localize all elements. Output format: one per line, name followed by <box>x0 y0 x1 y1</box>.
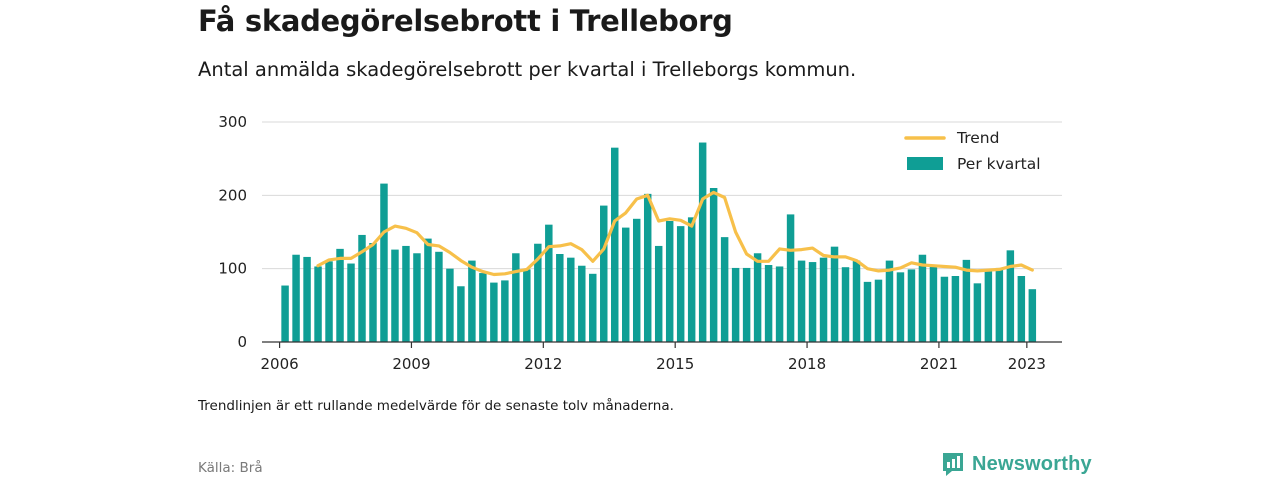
bar <box>896 272 905 342</box>
x-tick-label: 2023 <box>1008 355 1046 373</box>
bar <box>523 269 531 342</box>
bar <box>325 261 333 342</box>
trend-line-group <box>316 190 1034 277</box>
bar <box>885 260 894 342</box>
bar <box>665 221 674 342</box>
bar <box>611 147 619 342</box>
x-tick-label: 2018 <box>788 355 826 373</box>
bar <box>786 214 795 342</box>
x-tick-label: 2012 <box>524 355 562 373</box>
x-tick-label: 2021 <box>920 355 958 373</box>
bar <box>424 238 432 342</box>
bar <box>490 282 498 342</box>
bar <box>797 260 806 342</box>
bar <box>292 254 300 342</box>
x-axis-ticks: 2006 2009 2012 2015 2018 2021 2023 <box>260 342 1046 373</box>
bar <box>380 183 388 342</box>
bar <box>358 234 366 342</box>
bar <box>764 265 773 342</box>
legend: Trend Per kvartal <box>904 129 1041 173</box>
chart-subtitle: Antal anmälda skadegörelsebrott per kvar… <box>198 58 857 81</box>
chart-title: Få skadegörelsebrott i Trelleborg <box>198 4 733 38</box>
bar <box>962 259 971 342</box>
bar <box>929 266 938 342</box>
bar <box>314 266 322 342</box>
bar <box>413 253 421 342</box>
bar <box>589 273 597 342</box>
bar <box>874 279 883 342</box>
bar <box>391 249 399 342</box>
bar <box>534 243 542 342</box>
bar <box>753 253 762 342</box>
bar <box>951 276 960 342</box>
bar <box>303 256 311 342</box>
trend-line <box>316 190 1034 277</box>
legend-bar-swatch <box>907 157 943 170</box>
bar <box>622 227 630 342</box>
bar <box>1017 276 1026 342</box>
bar <box>731 267 740 342</box>
legend-trend-label: Trend <box>956 129 999 147</box>
bar <box>808 262 817 342</box>
bar <box>907 269 916 342</box>
bar <box>819 257 828 342</box>
x-tick-label: 2006 <box>260 355 298 373</box>
bar <box>369 243 377 342</box>
bar <box>632 218 641 342</box>
bar <box>940 276 949 342</box>
y-axis-ticks: 0 100 200 300 <box>218 113 247 351</box>
brand-name: Newsworthy <box>972 452 1092 475</box>
bar <box>556 254 564 342</box>
bar <box>336 248 344 342</box>
footnote: Trendlinjen är ett rullande medelvärde f… <box>198 398 674 414</box>
y-tick-label: 0 <box>237 333 247 351</box>
y-tick-label: 100 <box>218 260 247 278</box>
bar <box>698 142 707 342</box>
bar <box>479 273 487 342</box>
bar <box>402 245 410 342</box>
bar <box>742 267 751 342</box>
bar <box>687 217 696 342</box>
bar <box>545 224 553 342</box>
bar <box>984 270 993 342</box>
bar <box>457 286 465 342</box>
source-label: Källa: Brå <box>198 460 263 476</box>
bar <box>512 253 520 342</box>
bar <box>446 268 454 342</box>
bar <box>600 205 608 342</box>
bar <box>501 280 509 342</box>
brand-logo: Newsworthy <box>940 450 1092 478</box>
bars <box>281 142 1037 342</box>
bar <box>830 246 839 342</box>
bar <box>435 251 443 342</box>
x-tick-label: 2009 <box>392 355 430 373</box>
bar <box>643 193 652 342</box>
bar <box>995 267 1004 342</box>
bar <box>676 226 685 342</box>
bar <box>863 281 872 342</box>
bar <box>567 257 575 342</box>
bar <box>709 188 718 342</box>
bar <box>1006 250 1015 342</box>
bar <box>775 266 784 342</box>
bar <box>973 283 982 342</box>
bar <box>918 254 927 342</box>
y-tick-label: 200 <box>218 186 247 204</box>
bar <box>1028 289 1037 342</box>
y-tick-label: 300 <box>218 113 247 131</box>
bar <box>654 245 663 342</box>
bar <box>578 265 586 342</box>
bar <box>281 285 289 342</box>
bar <box>852 260 861 342</box>
newsworthy-logo-icon <box>943 453 963 476</box>
legend-bar-label: Per kvartal <box>957 155 1041 173</box>
bar <box>720 237 729 342</box>
bar <box>347 263 355 342</box>
x-tick-label: 2015 <box>656 355 694 373</box>
bar <box>841 267 850 342</box>
bar <box>468 260 476 342</box>
